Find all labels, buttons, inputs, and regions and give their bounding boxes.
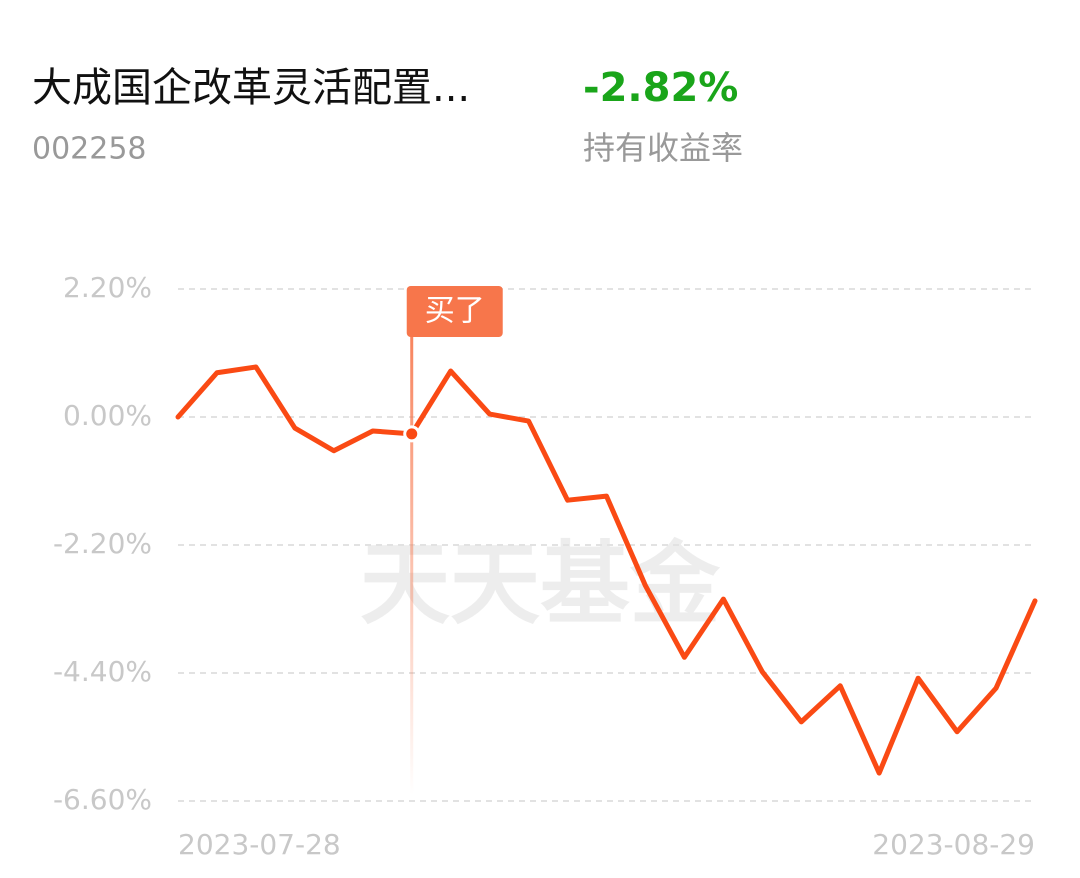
line bbox=[175, 364, 1038, 776]
fund-name: 大成国企改革灵活配置... bbox=[32, 65, 470, 111]
y-tick-label: -6.60% bbox=[53, 783, 152, 816]
return-label: 持有收益率 bbox=[583, 129, 743, 167]
y-tick-label: 2.20% bbox=[63, 271, 152, 304]
buy-marker-line bbox=[410, 335, 414, 795]
buy-marker-label: 买了 bbox=[425, 294, 485, 329]
holding-return: -2.82% bbox=[583, 65, 738, 111]
x-tick-label: 2023-08-29 bbox=[872, 828, 1035, 861]
x-tick-label: 2023-07-28 bbox=[178, 828, 341, 861]
watermark: 天天基金 bbox=[360, 532, 721, 637]
buy-marker-box bbox=[406, 286, 503, 337]
buy-point bbox=[403, 425, 421, 443]
y-tick-label: -4.40% bbox=[53, 655, 152, 688]
y-tick-label: -2.20% bbox=[53, 527, 152, 560]
fund-code: 002258 bbox=[32, 132, 147, 167]
y-tick-label: 0.00% bbox=[63, 399, 152, 432]
